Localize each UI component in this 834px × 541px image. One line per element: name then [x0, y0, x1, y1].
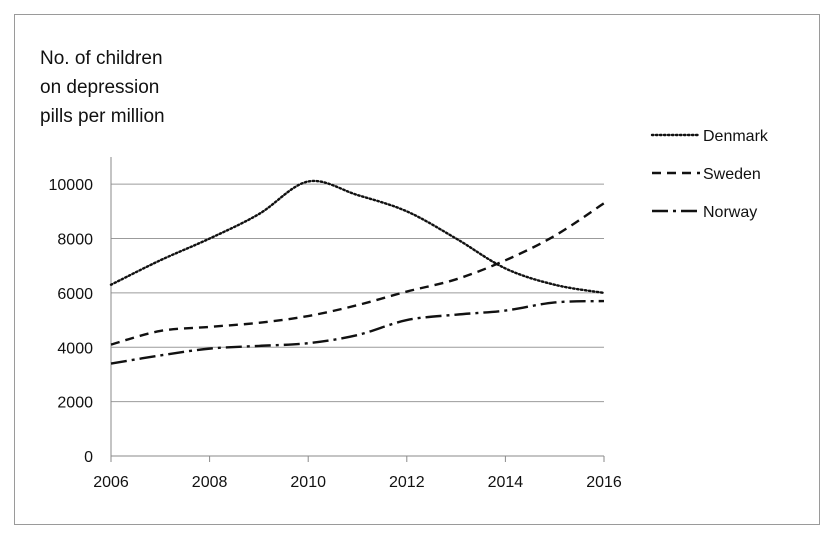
axes	[110, 157, 605, 462]
y-tick-label: 2000	[57, 395, 93, 412]
tick-labels: 0 2000 4000 6000 8000 10000 2006 2008 2010 2012 20…	[49, 177, 622, 491]
series-line-sweden	[110, 202, 605, 346]
series-line-denmark	[109, 179, 606, 295]
y-axis-label-line-3: pills per million	[40, 106, 165, 127]
legend-label-denmark: Denmark	[703, 128, 769, 145]
chart-frame	[14, 14, 820, 525]
legend: Denmark Sweden Norway	[650, 128, 769, 221]
gridlines	[111, 183, 604, 403]
y-tick-label: 8000	[57, 232, 93, 249]
y-axis-label: No. of children on depression pills per …	[40, 44, 200, 131]
y-axis-label-line-1: No. of children	[40, 48, 163, 69]
y-tick-label: 0	[84, 449, 93, 466]
legend-label-norway: Norway	[703, 204, 757, 221]
legend-label-sweden: Sweden	[703, 166, 761, 183]
x-tick-label: 2008	[192, 474, 228, 491]
x-tick-label: 2016	[586, 474, 622, 491]
y-tick-label: 4000	[57, 340, 93, 357]
x-tick-label: 2006	[93, 474, 129, 491]
y-axis-label-line-2: on depression	[40, 77, 160, 98]
y-tick-label: 10000	[49, 177, 94, 194]
y-tick-label: 6000	[57, 286, 93, 303]
x-tick-label: 2014	[488, 474, 524, 491]
series-line-norway	[110, 299, 605, 365]
x-tick-label: 2010	[290, 474, 326, 491]
x-tick-label: 2012	[389, 474, 425, 491]
series-lines	[109, 179, 606, 365]
